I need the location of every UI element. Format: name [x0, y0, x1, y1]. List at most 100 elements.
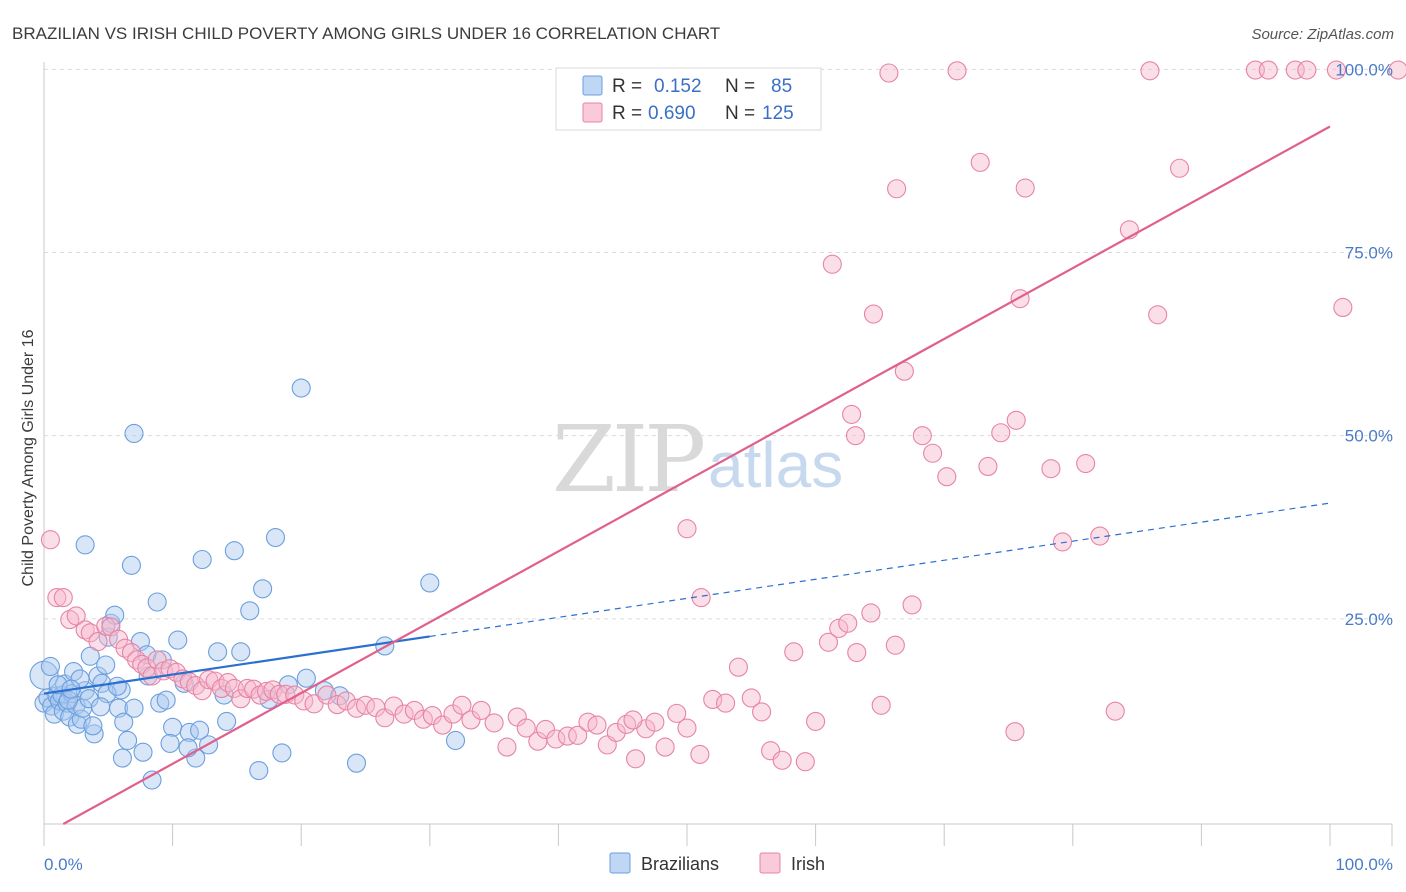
legend-n-label-irish: N = [725, 103, 755, 124]
point-irish-48 [384, 696, 404, 716]
legend-r-value-brazilians: 0.152 [654, 76, 702, 97]
point-brazilians-67 [124, 423, 144, 444]
x-tick-label-1: 100.0% [1335, 855, 1393, 874]
y-tick-label-2: 75.0% [1345, 244, 1393, 263]
point-irish-103 [887, 179, 907, 199]
point-irish-83 [752, 702, 772, 722]
point-irish-112 [1010, 289, 1030, 309]
bottom-legend-swatch-brazilians [609, 852, 631, 874]
watermark-atlas: atlas [708, 429, 843, 501]
bottom-legend-label-brazilians: Brazilians [641, 854, 719, 874]
point-irish-94 [871, 695, 891, 715]
point-brazilians-80 [91, 697, 111, 717]
tick-labels: 25.0% 50.0% 75.0% 100.0% 0.0% 100.0% [44, 60, 1393, 874]
point-irish-80 [716, 693, 736, 713]
point-irish-111 [1006, 410, 1026, 430]
point-irish-88 [806, 711, 826, 731]
point-irish-63 [535, 719, 556, 740]
point-irish-64 [546, 729, 566, 749]
point-irish-108 [970, 152, 990, 172]
point-irish-33 [250, 685, 270, 705]
point-irish-130 [947, 61, 967, 81]
point-brazilians-23 [96, 655, 116, 675]
series-legend: Brazilians Irish [609, 852, 825, 874]
point-irish-104 [894, 361, 914, 381]
legend-swatch-irish [582, 102, 603, 123]
point-brazilians-46 [192, 549, 212, 570]
point-irish-115 [1052, 532, 1073, 552]
point-brazilians-68 [75, 535, 95, 555]
point-irish-36 [269, 684, 289, 704]
point-irish-89 [818, 632, 839, 652]
point-brazilians-28 [111, 680, 131, 700]
trend-lines [43, 125, 1331, 825]
point-irish-55 [452, 695, 472, 715]
point-irish-2 [53, 588, 73, 608]
point-irish-68 [587, 715, 607, 735]
point-irish-85 [772, 750, 792, 770]
point-irish-0 [40, 530, 60, 550]
legend-r-value-irish: 0.690 [648, 103, 696, 124]
point-brazilians-63 [346, 753, 367, 773]
point-brazilians-53 [249, 760, 269, 781]
y-tick-label-0: 25.0% [1345, 610, 1393, 629]
point-irish-43 [336, 691, 356, 711]
point-irish-1 [47, 588, 67, 608]
point-irish-66 [568, 725, 588, 745]
point-irish-116 [1076, 453, 1096, 474]
point-irish-113 [1015, 178, 1035, 198]
point-irish-93 [861, 603, 881, 623]
trend-line-brazilians [43, 635, 430, 695]
y-tick-label-3: 100.0% [1335, 60, 1393, 79]
point-irish-41 [317, 685, 337, 705]
bottom-legend-swatch-irish [759, 852, 781, 874]
point-irish-61 [516, 718, 536, 738]
point-brazilians-49 [217, 711, 237, 731]
point-irish-76 [667, 703, 687, 723]
point-irish-52 [422, 706, 442, 726]
point-irish-105 [912, 426, 932, 446]
point-irish-126 [1326, 60, 1346, 80]
point-brazilians-54 [253, 579, 273, 599]
point-irish-131 [1140, 61, 1160, 81]
point-irish-77 [677, 718, 697, 738]
point-irish-58 [484, 713, 504, 733]
trend-line-irish [62, 125, 1331, 825]
point-irish-95 [885, 635, 905, 655]
point-irish-106 [923, 443, 943, 463]
point-brazilians-37 [147, 592, 167, 612]
point-brazilians-82 [190, 720, 210, 740]
point-irish-128 [1333, 297, 1353, 318]
point-brazilians-36 [142, 770, 162, 790]
point-irish-99 [822, 254, 842, 274]
point-irish-56 [461, 710, 481, 730]
point-irish-57 [471, 700, 491, 720]
point-brazilians-35 [133, 742, 153, 762]
point-brazilians-60 [296, 668, 316, 688]
point-irish-124 [1285, 60, 1305, 80]
point-brazilians-56 [265, 527, 286, 548]
point-irish-87 [795, 752, 815, 772]
point-irish-49 [394, 704, 414, 724]
legend-swatch-brazilians [582, 75, 603, 96]
y-axis-label: Child Poverty Among Girls Under 16 [20, 329, 37, 586]
point-irish-91 [838, 613, 858, 633]
point-irish-59 [497, 737, 517, 757]
point-irish-96 [902, 595, 922, 615]
point-brazilians-48 [208, 642, 228, 662]
point-brazilians-32 [124, 698, 144, 718]
point-irish-102 [863, 304, 884, 324]
point-irish-121 [1169, 158, 1190, 178]
point-brazilians-50 [224, 541, 244, 561]
point-brazilians-51 [231, 642, 251, 662]
point-brazilians-79 [48, 675, 68, 695]
point-brazilians-52 [240, 601, 260, 621]
point-irish-4 [66, 606, 86, 626]
point-irish-129 [879, 63, 899, 83]
axes [43, 62, 1393, 846]
point-brazilians-31 [121, 555, 141, 575]
point-irish-79 [703, 689, 723, 709]
point-irish-100 [842, 404, 862, 424]
point-brazilians-34 [137, 645, 157, 665]
point-irish-118 [1105, 701, 1125, 721]
